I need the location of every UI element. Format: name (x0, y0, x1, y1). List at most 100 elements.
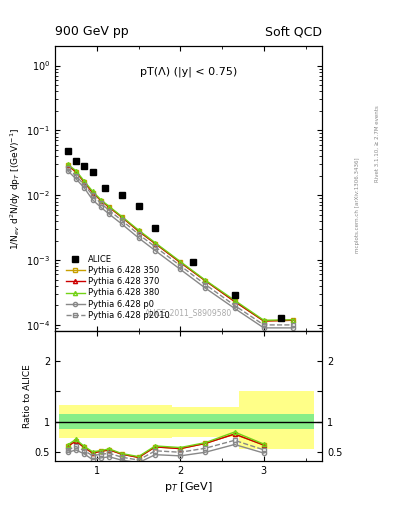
Pythia 6.428 p0 (261, 325, 266, 331)
Pythia 6.428 p0 (136, 235, 141, 241)
Pythia 6.428 p2010 (82, 182, 86, 188)
Pythia 6.428 p2010 (99, 200, 103, 206)
Pythia 6.428 380 (119, 214, 124, 220)
ALICE (191, 259, 195, 265)
Pythia 6.428 350 (73, 169, 78, 175)
ALICE (119, 192, 124, 198)
Text: 900 GeV pp: 900 GeV pp (55, 26, 129, 38)
ALICE (232, 292, 237, 298)
Y-axis label: 1/N$_{ev}$ d$^2$N/dy dp$_T$ [(GeV)$^{-1}$]: 1/N$_{ev}$ d$^2$N/dy dp$_T$ [(GeV)$^{-1}… (9, 127, 23, 250)
Pythia 6.428 p0 (82, 185, 86, 191)
Pythia 6.428 370 (82, 179, 86, 185)
Line: Pythia 6.428 p0: Pythia 6.428 p0 (66, 168, 295, 330)
Bar (122, 405, 172, 438)
Pythia 6.428 370 (153, 241, 158, 247)
Text: pT(Λ) (|y| < 0.75): pT(Λ) (|y| < 0.75) (140, 66, 237, 76)
Pythia 6.428 350 (65, 162, 70, 168)
Pythia 6.428 p0 (153, 247, 158, 253)
ALICE (103, 185, 108, 191)
Pythia 6.428 370 (291, 317, 296, 324)
Pythia 6.428 350 (232, 298, 237, 305)
Pythia 6.428 350 (99, 198, 103, 204)
ALICE (136, 203, 141, 209)
Text: Rivet 3.1.10, ≥ 2.7M events: Rivet 3.1.10, ≥ 2.7M events (375, 105, 380, 182)
ALICE (73, 158, 78, 164)
Pythia 6.428 380 (203, 277, 208, 283)
Pythia 6.428 p0 (232, 305, 237, 311)
Pythia 6.428 p0 (291, 325, 296, 331)
X-axis label: p$_T$ [GeV]: p$_T$ [GeV] (164, 480, 213, 494)
Pythia 6.428 370 (65, 162, 70, 168)
Text: ALICE_2011_S8909580: ALICE_2011_S8909580 (145, 308, 232, 317)
Line: Pythia 6.428 p2010: Pythia 6.428 p2010 (66, 166, 295, 327)
Pythia 6.428 p2010 (178, 263, 183, 269)
Line: Pythia 6.428 350: Pythia 6.428 350 (66, 163, 295, 323)
Pythia 6.428 380 (136, 227, 141, 233)
Pythia 6.428 370 (178, 260, 183, 266)
Pythia 6.428 p0 (203, 285, 208, 291)
Bar (59, 405, 122, 438)
Y-axis label: Ratio to ALICE: Ratio to ALICE (23, 364, 32, 428)
Pythia 6.428 p2010 (119, 217, 124, 223)
Pythia 6.428 p2010 (203, 282, 208, 288)
Bar (239, 392, 314, 449)
Pythia 6.428 350 (178, 260, 183, 266)
Pythia 6.428 350 (153, 241, 158, 247)
Pythia 6.428 350 (107, 204, 112, 210)
Pythia 6.428 350 (82, 179, 86, 185)
Pythia 6.428 p2010 (261, 322, 266, 328)
Pythia 6.428 380 (107, 203, 112, 209)
Pythia 6.428 380 (178, 259, 183, 265)
Line: Pythia 6.428 380: Pythia 6.428 380 (66, 162, 295, 323)
ALICE (278, 314, 283, 321)
Pythia 6.428 380 (261, 317, 266, 324)
Pythia 6.428 380 (90, 188, 95, 195)
Bar (239, 414, 314, 429)
Bar (172, 407, 239, 437)
Pythia 6.428 380 (82, 178, 86, 184)
Pythia 6.428 p2010 (73, 173, 78, 179)
ALICE (82, 163, 86, 169)
Pythia 6.428 370 (73, 169, 78, 175)
Pythia 6.428 350 (90, 189, 95, 196)
Pythia 6.428 p2010 (107, 207, 112, 214)
Pythia 6.428 380 (153, 240, 158, 246)
Pythia 6.428 370 (90, 189, 95, 196)
Line: ALICE: ALICE (64, 147, 284, 321)
Pythia 6.428 380 (65, 161, 70, 167)
Pythia 6.428 370 (99, 198, 103, 204)
Pythia 6.428 p0 (99, 204, 103, 210)
Pythia 6.428 p0 (178, 266, 183, 272)
Pythia 6.428 370 (203, 278, 208, 284)
Pythia 6.428 350 (261, 318, 266, 324)
Pythia 6.428 p2010 (291, 322, 296, 328)
Pythia 6.428 370 (119, 214, 124, 220)
Line: Pythia 6.428 370: Pythia 6.428 370 (66, 163, 295, 323)
Pythia 6.428 p0 (65, 167, 70, 174)
Pythia 6.428 370 (232, 298, 237, 305)
Pythia 6.428 p2010 (65, 165, 70, 172)
Pythia 6.428 p2010 (232, 302, 237, 308)
Pythia 6.428 p0 (90, 197, 95, 203)
Pythia 6.428 350 (291, 317, 296, 324)
Text: Soft QCD: Soft QCD (265, 26, 322, 38)
ALICE (153, 225, 158, 231)
Pythia 6.428 370 (136, 228, 141, 234)
Legend: ALICE, Pythia 6.428 350, Pythia 6.428 370, Pythia 6.428 380, Pythia 6.428 p0, Py: ALICE, Pythia 6.428 350, Pythia 6.428 37… (64, 253, 171, 322)
Bar (59, 414, 122, 429)
Pythia 6.428 p0 (107, 211, 112, 217)
Pythia 6.428 p2010 (153, 244, 158, 250)
Pythia 6.428 380 (291, 317, 296, 323)
Pythia 6.428 350 (136, 228, 141, 234)
Pythia 6.428 380 (99, 197, 103, 203)
Bar (122, 414, 172, 429)
Pythia 6.428 370 (261, 318, 266, 324)
Pythia 6.428 p2010 (90, 192, 95, 198)
Bar (172, 414, 239, 429)
Pythia 6.428 p0 (73, 176, 78, 182)
Pythia 6.428 p2010 (136, 231, 141, 238)
Text: mcplots.cern.ch [arXiv:1306.3436]: mcplots.cern.ch [arXiv:1306.3436] (355, 157, 360, 252)
Pythia 6.428 380 (232, 297, 237, 303)
Pythia 6.428 350 (119, 214, 124, 220)
Pythia 6.428 370 (107, 204, 112, 210)
